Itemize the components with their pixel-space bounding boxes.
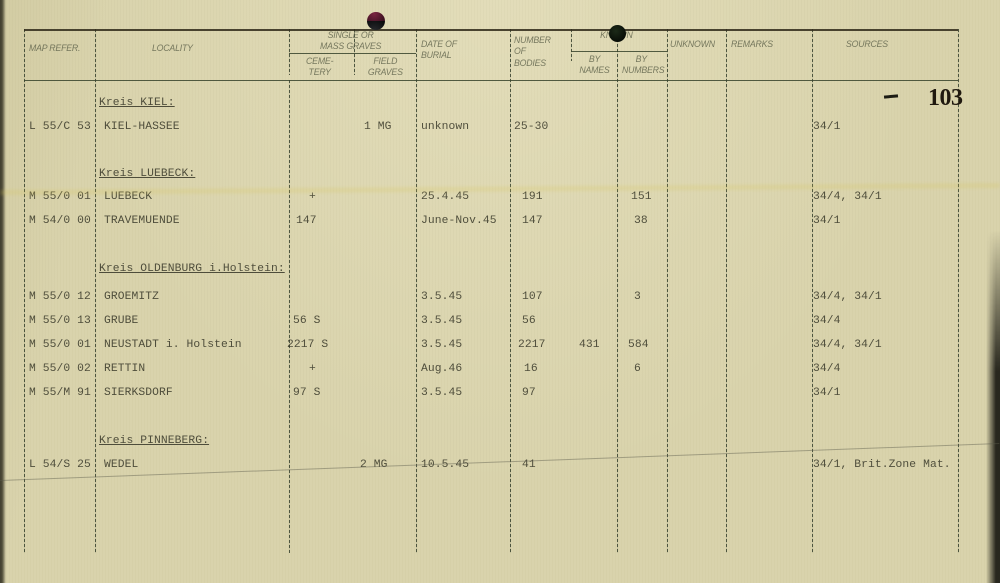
svg-text:103: 103	[928, 85, 963, 111]
